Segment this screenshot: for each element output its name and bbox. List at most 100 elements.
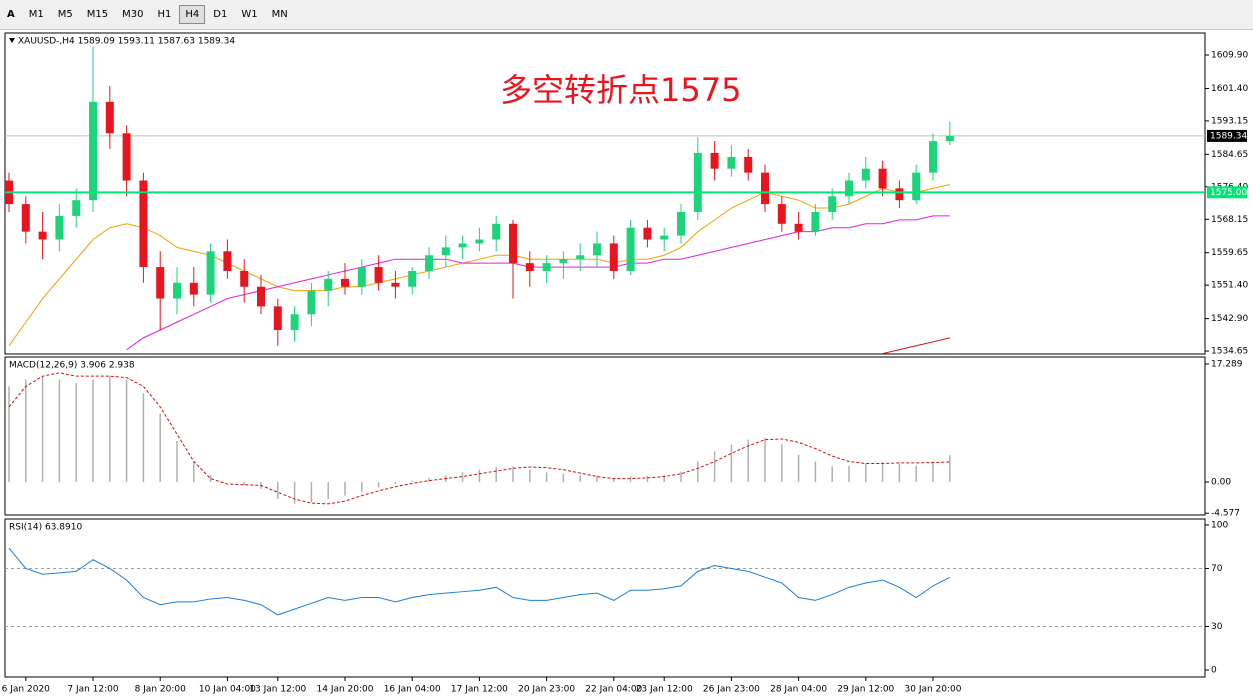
timeframe-button[interactable]: H4 <box>179 5 206 24</box>
candle-body <box>626 227 635 271</box>
signal-line <box>8 372 950 505</box>
timeframe-button[interactable]: M30 <box>122 9 144 20</box>
candle-body <box>273 306 282 331</box>
candle-body <box>677 211 685 236</box>
candle-body <box>475 239 484 244</box>
candle-body <box>593 243 601 256</box>
timeframe-button[interactable]: W1 <box>241 9 258 20</box>
x-tick-label: 29 Jan 12:00 <box>837 685 894 695</box>
timeframe-button[interactable]: M1 <box>28 9 44 20</box>
candle-body <box>374 267 383 283</box>
candle-body <box>794 223 803 232</box>
timeframe-button[interactable]: M15 <box>86 9 109 20</box>
y-tick-label: 70 <box>1211 564 1223 574</box>
candle-body <box>38 231 47 240</box>
candle-body <box>307 290 316 315</box>
candle-body <box>576 255 585 260</box>
x-tick-label: 28 Jan 04:00 <box>770 685 827 695</box>
last-price-box <box>1207 129 1247 142</box>
x-tick-label: 10 Jan 04:00 <box>199 685 256 695</box>
candle-body <box>458 243 467 248</box>
title-marker <box>9 38 15 43</box>
candle-body <box>945 135 954 142</box>
annotation: 多空转折点1575 <box>500 71 741 109</box>
candle-body <box>72 200 81 216</box>
candle-body <box>929 141 937 173</box>
y-tick-label: 1593.15 <box>1211 116 1248 126</box>
candle-body <box>542 263 551 271</box>
candle-body <box>408 270 417 287</box>
y-tick-label: 1609.90 <box>1211 51 1248 61</box>
timeframe-button[interactable]: MN <box>271 9 288 20</box>
level-label-box <box>1207 186 1247 199</box>
candle-body <box>122 133 131 181</box>
y-tick-label: 1559.65 <box>1211 248 1248 258</box>
y-tick-label: 1568.15 <box>1211 215 1248 225</box>
y-tick-label: 1534.65 <box>1211 347 1248 357</box>
candle-body <box>609 243 618 271</box>
x-tick-label: 17 Jan 12:00 <box>451 685 508 695</box>
y-tick-label: 100 <box>1211 520 1228 530</box>
candle-body <box>777 204 786 224</box>
candle-body <box>240 270 249 287</box>
candle-body <box>710 152 719 169</box>
level-label: 1575.00 <box>1210 188 1247 198</box>
candle-body <box>525 263 534 271</box>
candle-body <box>206 251 215 295</box>
candle-body <box>156 267 165 299</box>
y-tick-label: -4.577 <box>1211 509 1240 519</box>
x-tick-label: 30 Jan 20:00 <box>905 685 962 695</box>
candle-body <box>391 282 400 287</box>
tool-button[interactable]: A <box>7 9 15 20</box>
candle-body <box>660 235 669 240</box>
candle-body <box>357 267 366 287</box>
y-tick-label: 0 <box>1211 666 1217 676</box>
candle-body <box>324 278 333 291</box>
macd-pane <box>4 356 1206 516</box>
candle-body <box>744 156 753 173</box>
candle-body <box>643 227 652 240</box>
candle-body <box>509 223 517 264</box>
y-tick-label: 30 <box>1211 622 1223 632</box>
pane-title: XAUUSD-,H4 1589.09 1593.11 1587.63 1589.… <box>18 37 235 47</box>
candle-body <box>878 168 887 189</box>
candle-body <box>341 278 349 287</box>
timeframe-button[interactable]: H1 <box>157 9 172 20</box>
candle-body <box>89 101 97 201</box>
y-tick-label: 1551.40 <box>1211 281 1248 291</box>
y-tick-label: 1584.65 <box>1211 150 1248 160</box>
candle-body <box>173 282 181 299</box>
x-tick-label: 20 Jan 23:00 <box>518 685 575 695</box>
candle-body <box>492 223 501 240</box>
candle-body <box>223 251 232 271</box>
candle-body <box>811 211 820 232</box>
x-tick-label: 6 Jan 2020 <box>2 685 50 695</box>
pane-title: MACD(12,26,9) 3.906 2.938 <box>9 361 135 371</box>
rsi-pane <box>4 518 1206 678</box>
candle-body <box>828 196 837 212</box>
candle-body <box>895 188 904 201</box>
timeframe-button[interactable]: D1 <box>213 9 228 20</box>
rsi-line <box>8 547 951 616</box>
candle-body <box>189 282 198 295</box>
candle-body <box>257 286 265 307</box>
x-tick-label: 26 Jan 23:00 <box>703 685 760 695</box>
candle-body <box>21 204 30 232</box>
x-tick-label: 22 Jan 04:00 <box>585 685 642 695</box>
y-tick-label: 1542.90 <box>1211 314 1248 324</box>
candle-body <box>845 180 853 197</box>
candle-body <box>693 152 702 212</box>
background <box>0 30 1253 700</box>
candle-body <box>441 247 450 256</box>
candle-body <box>727 156 736 169</box>
candle-body <box>559 259 568 264</box>
y-tick-label: 17.289 <box>1211 359 1243 369</box>
x-tick-label: 7 Jan 12:00 <box>67 685 119 695</box>
x-tick-label: 23 Jan 12:00 <box>636 685 693 695</box>
last-price-label: 1589.34 <box>1210 131 1247 141</box>
candle-body <box>425 255 433 271</box>
timeframe-button[interactable]: M5 <box>57 9 73 20</box>
candle-body <box>761 172 769 205</box>
